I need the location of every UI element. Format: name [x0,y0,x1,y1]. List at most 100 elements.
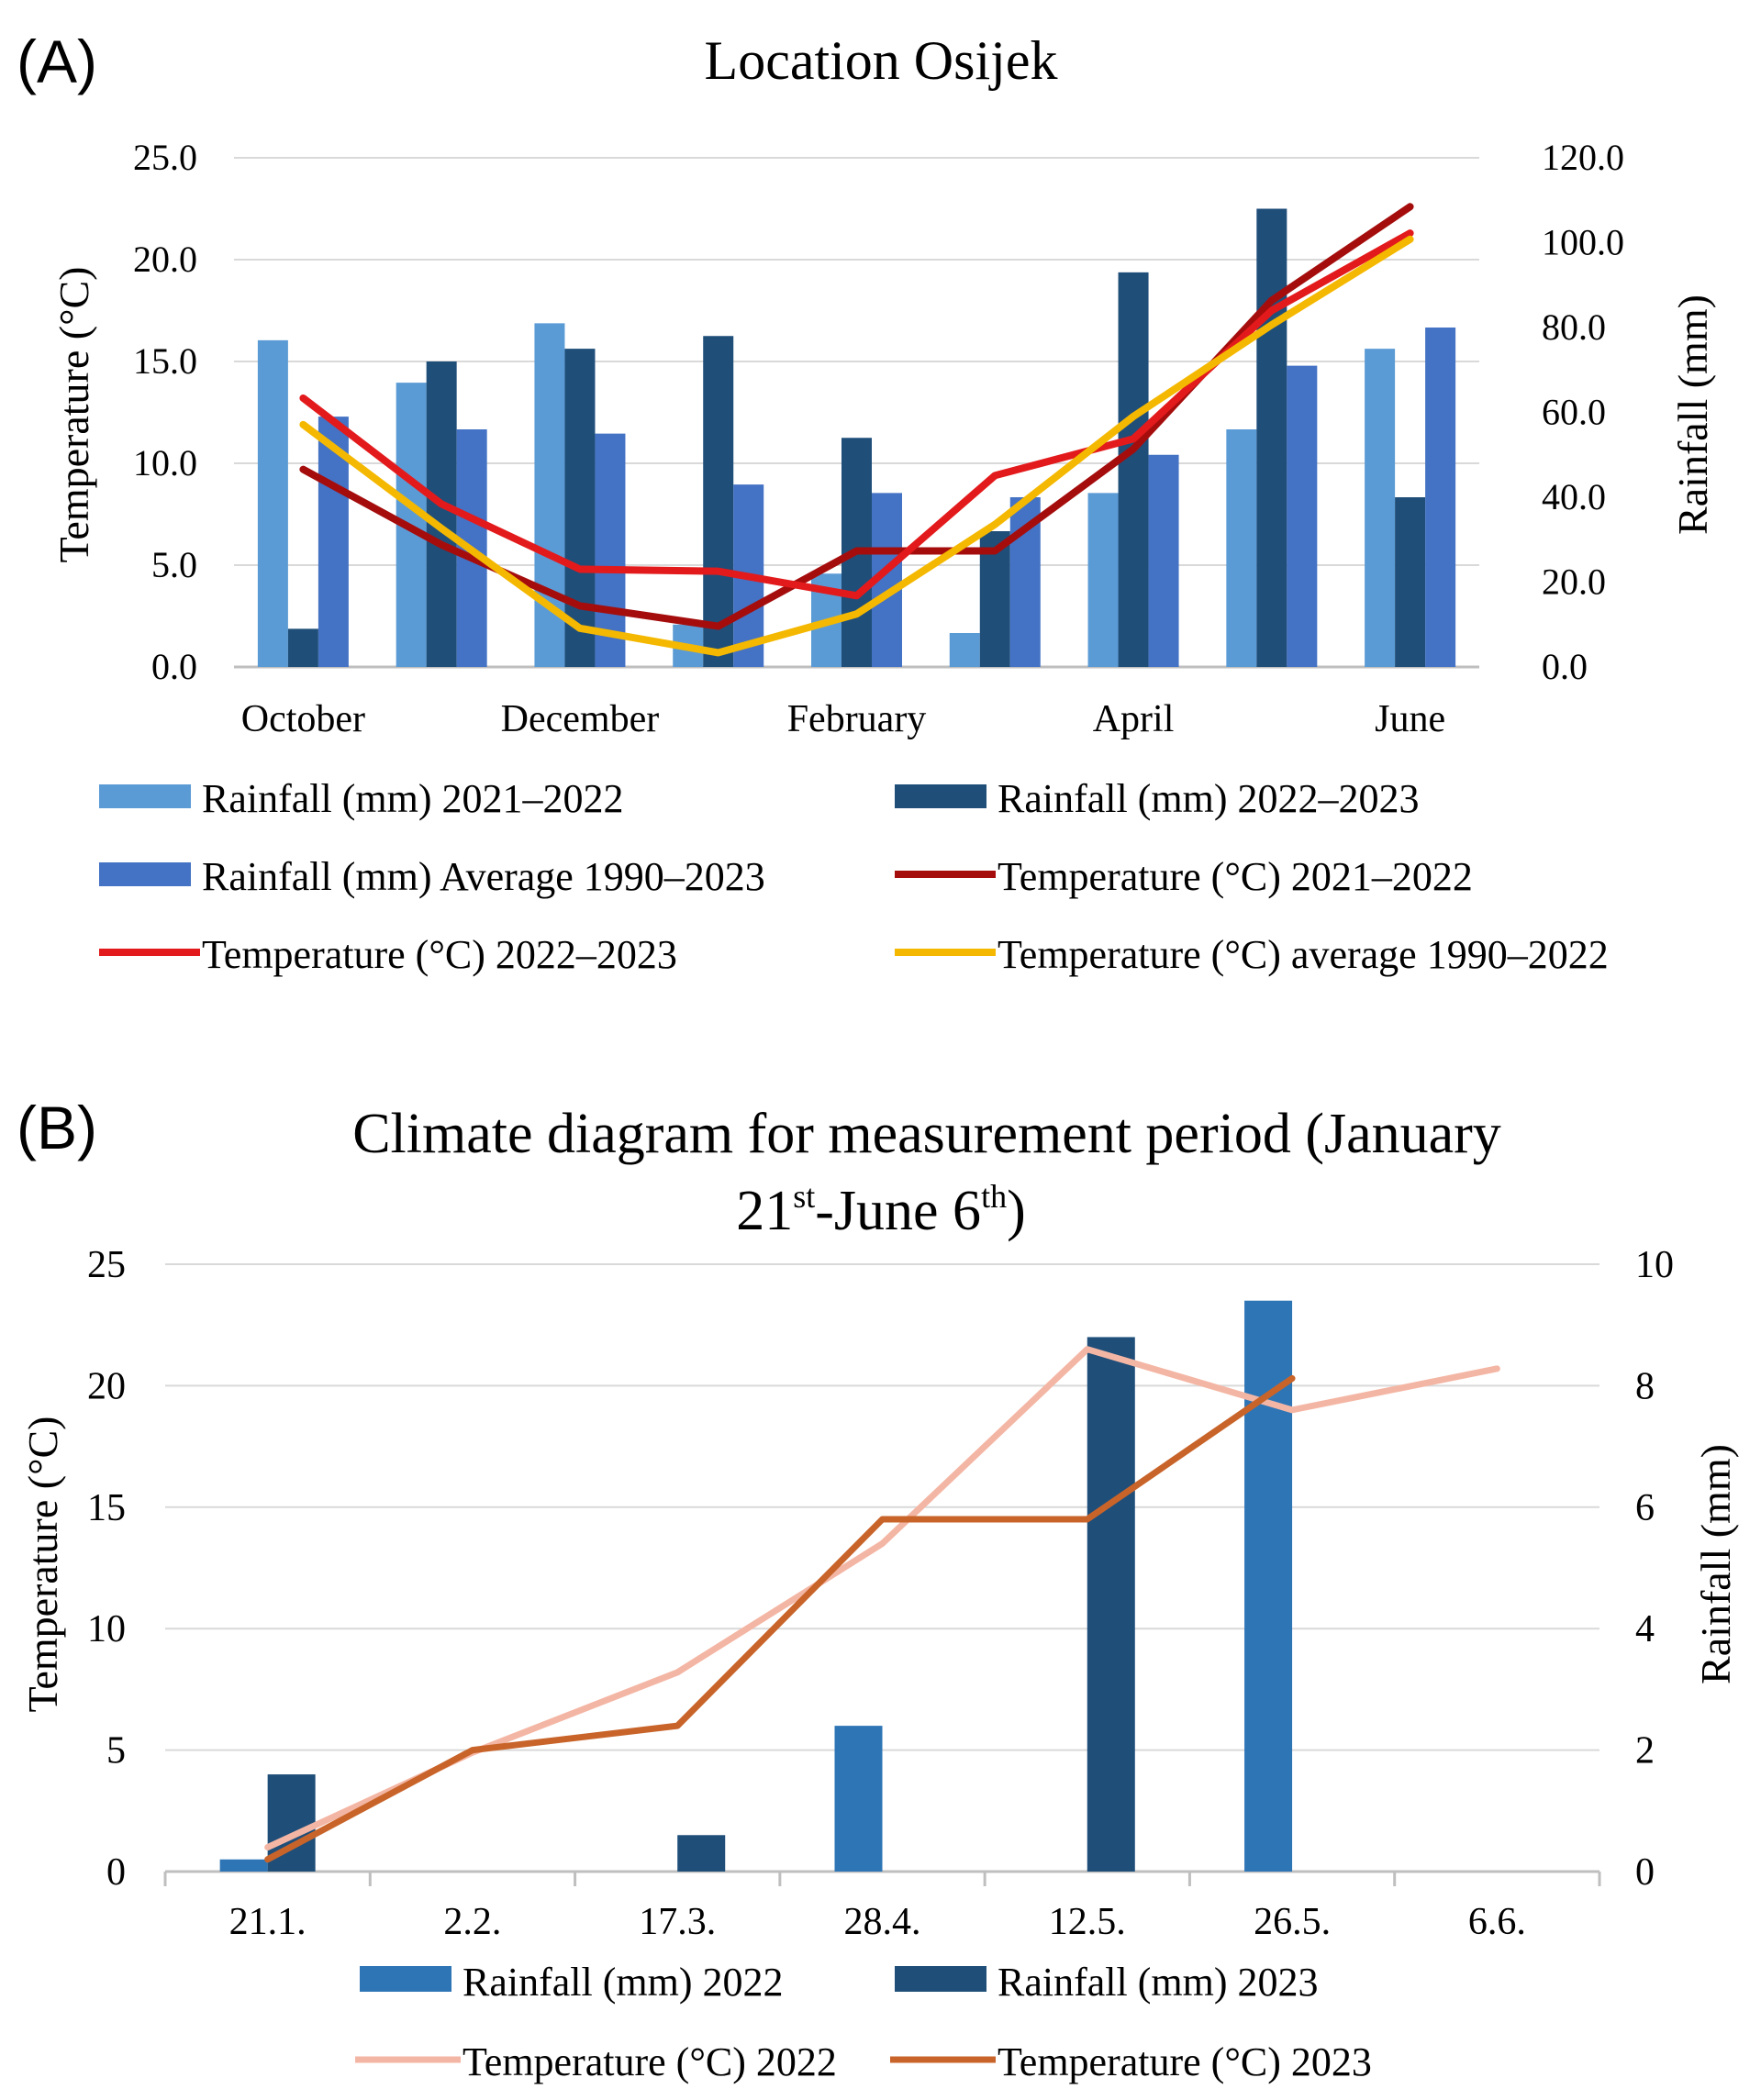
panel-a-y2-axis-label: Rainfall (mm) [1669,294,1716,535]
panel-b-lines [264,1346,1500,1863]
legend-swatch-bar [99,862,191,886]
bar-rain_avg [595,433,626,667]
y2-tick-label: 80.0 [1542,306,1606,348]
title-part-3: ) [1007,1180,1026,1242]
y-tick-label: 5.0 [151,544,197,585]
x-tick-label: October [241,698,365,740]
x-tick-label: April [1093,698,1175,740]
bar-rain_avg [1287,365,1318,667]
x-tick-label: 26.5. [1254,1901,1331,1943]
bar-rain_2022_b [834,1726,883,1872]
y-tick-label: 15.0 [133,340,197,382]
title-part-2: -June 6 [815,1180,981,1242]
bar-rain_2023_b [677,1835,726,1872]
y-tick-label: 10 [87,1608,126,1650]
panel-a-y-axis-label: Temperature (°C) [50,267,97,563]
panel-a-legend: Rainfall (mm) 2021–2022 Rainfall (mm) 202… [99,776,1609,977]
bar-rain_2122 [257,339,288,667]
bar-rain_2223 [1395,497,1426,667]
x-tick-label: December [501,698,660,740]
y2-tick-label: 2 [1635,1730,1655,1772]
legend-swatch-bar [895,1966,986,1992]
panel-b-y-axis-label: Temperature (°C) [19,1417,66,1713]
y-tick-label: 20 [87,1365,126,1407]
x-tick-label: 2.2. [443,1901,501,1943]
panel-b-y2-axis-label: Rainfall (mm) [1692,1444,1739,1684]
title-part-1: 21 [736,1180,793,1242]
y-tick-label: 25.0 [133,137,197,178]
legend-label: Rainfall (mm) 2023 [998,1960,1319,2005]
bar-rain_2122 [949,633,980,667]
panel-b-right-ticks: 0 2 4 6 8 10 [1635,1244,1674,1894]
legend-label: Temperature (°C) 2022 [463,2039,837,2084]
x-tick-label: 17.3. [639,1901,716,1943]
panel-b-left-ticks: 0 5 10 15 20 25 [87,1244,126,1894]
legend-label: Rainfall (mm) 2022 [463,1960,784,2005]
x-tick-label: February [787,698,927,740]
legend-label: Temperature (°C) 2023 [998,2039,1372,2084]
bar-rain_2023_b [1087,1337,1135,1872]
x-tick-label: 6.6. [1468,1901,1526,1943]
bar-rain_2122 [1087,493,1119,667]
x-tick-label: June [1375,698,1445,740]
panel-a-left-ticks: 0.0 5.0 10.0 15.0 20.0 25.0 [133,137,197,687]
legend-label: Temperature (°C) average 1990–2022 [998,932,1609,977]
panel-a-lines [299,203,1414,657]
x-tick-label: 21.1. [229,1901,307,1943]
y2-tick-label: 120.0 [1542,137,1624,178]
legend-label: Rainfall (mm) Average 1990–2023 [202,854,765,899]
bar-rain_2122 [1365,349,1396,667]
y2-tick-label: 10 [1635,1244,1674,1286]
panel-a-x-ticks: October December February April June [241,698,1445,740]
y2-tick-label: 6 [1635,1487,1655,1529]
y2-tick-label: 40.0 [1542,476,1606,517]
panel-b-legend: Rainfall (mm) 2022 Rainfall (mm) 2023 Temp… [355,1960,1372,2084]
panel-b-title-line2: 21st-June 6th) [736,1178,1025,1242]
bar-rain_2223 [564,349,596,667]
panel-a-right-ticks: 0.0 20.0 40.0 60.0 80.0 100.0 120.0 [1542,137,1624,687]
y2-tick-label: 8 [1635,1365,1655,1407]
legend-label: Temperature (°C) 2021–2022 [998,854,1473,899]
x-tick-label: 28.4. [844,1901,921,1943]
bar-rain_avg [1148,454,1179,667]
y-tick-label: 0.0 [151,646,197,687]
y2-tick-label: 0.0 [1542,646,1588,687]
y-tick-label: 25 [87,1244,126,1286]
line-temp_2023_b [264,1374,1296,1863]
panel-a-label: (A) [17,28,97,95]
y2-tick-label: 60.0 [1542,392,1606,433]
bar-rain_2223 [287,628,318,667]
y-tick-label: 0 [106,1851,126,1894]
bar-rain_2122 [1226,429,1257,667]
panel-b-label: (B) [17,1094,97,1161]
title-superscript-2: th [981,1178,1007,1215]
bar-rain_2223 [426,361,457,667]
y2-tick-label: 0 [1635,1851,1655,1894]
bar-rain_avg [1425,328,1456,667]
legend-swatch-bar [99,784,191,808]
legend-swatch-bar [360,1966,451,1992]
bar-rain_2223 [703,336,734,667]
panel-b: (B) Climate diagram for measurement peri… [17,1094,1739,2084]
legend-label: Rainfall (mm) 2021–2022 [202,776,624,821]
bar-rain_2223 [1118,272,1149,667]
x-tick-label: 12.5. [1049,1901,1126,1943]
y2-tick-label: 20.0 [1542,561,1606,603]
panel-a: (A) Location Osijek 0.0 5.0 10.0 15.0 20.0 25… [17,28,1716,977]
panel-b-title-line1: Climate diagram for measurement period (… [352,1103,1501,1165]
y2-tick-label: 4 [1635,1608,1655,1650]
legend-label: Rainfall (mm) 2022–2023 [998,776,1420,821]
y-tick-label: 20.0 [133,239,197,280]
legend-label: Temperature (°C) 2022–2023 [202,932,677,977]
line-temp_avg [299,235,1414,657]
legend-swatch-bar [895,784,986,808]
panel-b-x-ticks: 21.1. 2.2. 17.3. 28.4. 12.5. 26.5. 6.6. [229,1901,1526,1943]
bar-rain_2223 [1256,208,1287,667]
y-tick-label: 15 [87,1487,126,1529]
bar-rain_2022_b [219,1859,268,1872]
y-tick-label: 5 [106,1730,126,1772]
panel-a-title: Location Osijek [705,30,1058,91]
title-superscript-1: st [793,1178,815,1215]
y2-tick-label: 100.0 [1542,222,1624,263]
